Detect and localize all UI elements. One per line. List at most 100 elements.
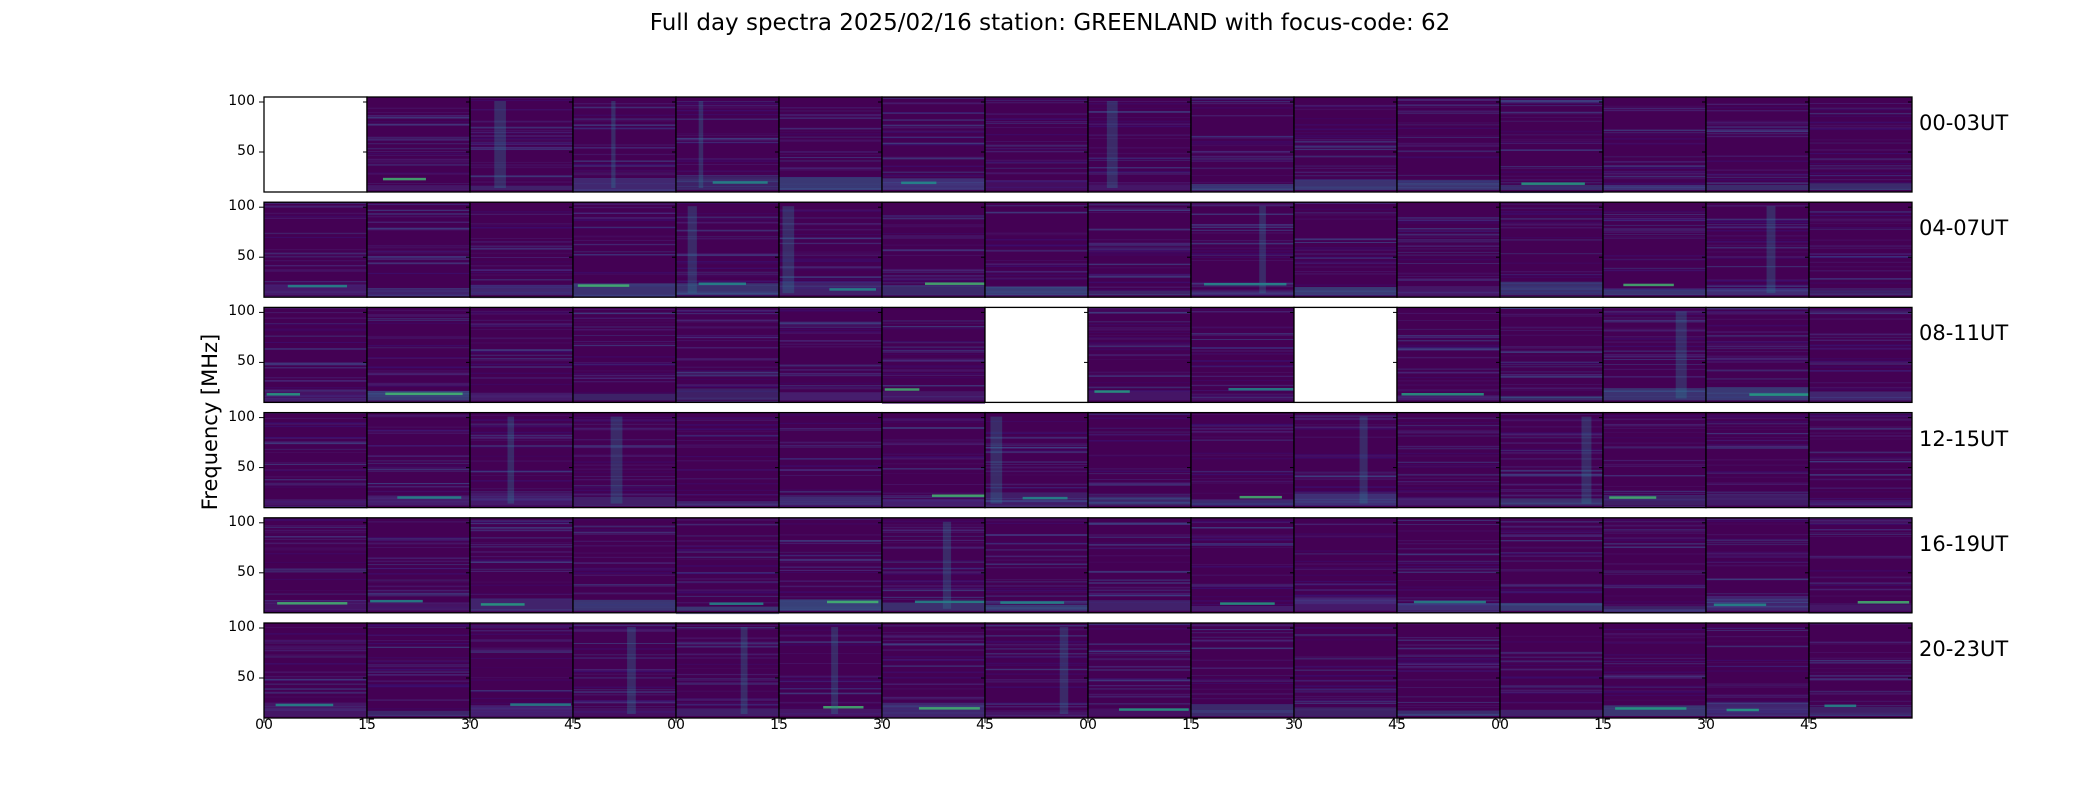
noise-line: [676, 489, 779, 491]
noise-line: [367, 668, 470, 671]
noise-line: [882, 235, 985, 237]
noise-line: [573, 212, 676, 215]
noise-line: [1088, 470, 1191, 472]
spectrum-panel: [572, 201, 677, 298]
noise-line: [573, 244, 676, 246]
noise-line: [1088, 413, 1191, 416]
noise-line: [1294, 685, 1397, 687]
noise-line: [882, 322, 985, 324]
noise-line: [882, 443, 985, 445]
noise-line: [1603, 636, 1706, 639]
noise-line: [1088, 281, 1191, 284]
noise-line: [573, 455, 676, 458]
noise-line: [1500, 490, 1603, 492]
spectrum-panel: [1190, 517, 1295, 614]
low-frequency-band: [367, 602, 470, 611]
noise-line: [1809, 532, 1912, 534]
noise-line: [1603, 255, 1706, 257]
noise-line: [1809, 659, 1912, 662]
emission-feature: [709, 602, 764, 605]
noise-line: [1191, 473, 1294, 476]
noise-line: [1191, 683, 1294, 685]
noise-line: [779, 680, 882, 682]
noise-line: [1294, 145, 1397, 147]
noise-line: [470, 523, 573, 525]
noise-line: [367, 319, 470, 321]
noise-line: [1088, 386, 1191, 389]
panel-background: [1294, 97, 1397, 192]
noise-line: [1603, 499, 1706, 501]
noise-line: [367, 347, 470, 349]
noise-line: [1088, 249, 1191, 252]
noise-line: [573, 586, 676, 587]
noise-line: [1706, 578, 1809, 581]
noise-line: [882, 365, 985, 367]
noise-line: [1603, 553, 1706, 555]
y-tick-label: 50: [237, 563, 255, 580]
noise-line: [985, 595, 1088, 597]
noise-line: [1603, 165, 1706, 167]
noise-line: [367, 432, 470, 434]
low-frequency-band: [470, 705, 573, 716]
noise-line: [264, 549, 367, 551]
noise-line: [882, 418, 985, 420]
noise-line: [1397, 174, 1500, 176]
row-time-label: 00-03UT: [1919, 111, 2009, 135]
noise-line: [1500, 329, 1603, 331]
spectrum-panel: [263, 306, 368, 404]
noise-line: [676, 188, 779, 190]
noise-line: [882, 541, 985, 544]
noise-line: [470, 313, 573, 315]
noise-line: [1809, 714, 1912, 716]
noise-line: [1191, 544, 1294, 546]
noise-line: [779, 676, 882, 678]
noise-line: [985, 205, 1088, 207]
noise-line: [1191, 254, 1294, 256]
noise-line: [1603, 661, 1706, 663]
noise-line: [1706, 556, 1809, 558]
panel-background: [985, 97, 1088, 192]
noise-line: [779, 681, 882, 683]
noise-line: [1809, 293, 1912, 296]
noise-line: [264, 253, 367, 256]
noise-line: [1603, 486, 1706, 488]
noise-line: [1191, 588, 1294, 590]
noise-line: [573, 343, 676, 344]
noise-line: [1191, 639, 1294, 642]
noise-line: [264, 422, 367, 424]
noise-line: [1706, 630, 1809, 632]
noise-line: [676, 229, 779, 232]
noise-line: [1603, 641, 1706, 643]
spectrum-panel: [778, 96, 883, 193]
noise-line: [1397, 251, 1500, 253]
noise-line: [985, 579, 1088, 581]
noise-line: [470, 435, 573, 437]
noise-line: [367, 579, 470, 581]
noise-line: [367, 221, 470, 223]
noise-line: [1191, 439, 1294, 441]
noise-line: [367, 262, 470, 265]
noise-line: [1809, 478, 1912, 481]
low-frequency-band: [676, 501, 779, 506]
noise-line: [470, 319, 573, 321]
noise-line: [1500, 419, 1603, 422]
row-time-label: 16-19UT: [1919, 531, 2009, 556]
low-frequency-band: [1191, 290, 1294, 296]
noise-line: [264, 600, 367, 602]
noise-line: [1706, 130, 1809, 132]
noise-line: [1603, 235, 1706, 237]
noise-line: [1809, 127, 1912, 129]
noise-line: [882, 157, 985, 160]
low-frequency-band: [470, 185, 573, 190]
noise-line: [1809, 415, 1912, 418]
noise-line: [985, 566, 1088, 569]
noise-line: [470, 455, 573, 457]
noise-line: [1088, 431, 1191, 433]
noise-line: [1294, 424, 1397, 426]
noise-line: [264, 570, 367, 572]
emission-feature: [925, 282, 1000, 285]
low-frequency-band: [1706, 184, 1809, 190]
noise-line: [470, 626, 573, 628]
noise-line: [1294, 214, 1397, 216]
noise-line: [367, 666, 470, 668]
